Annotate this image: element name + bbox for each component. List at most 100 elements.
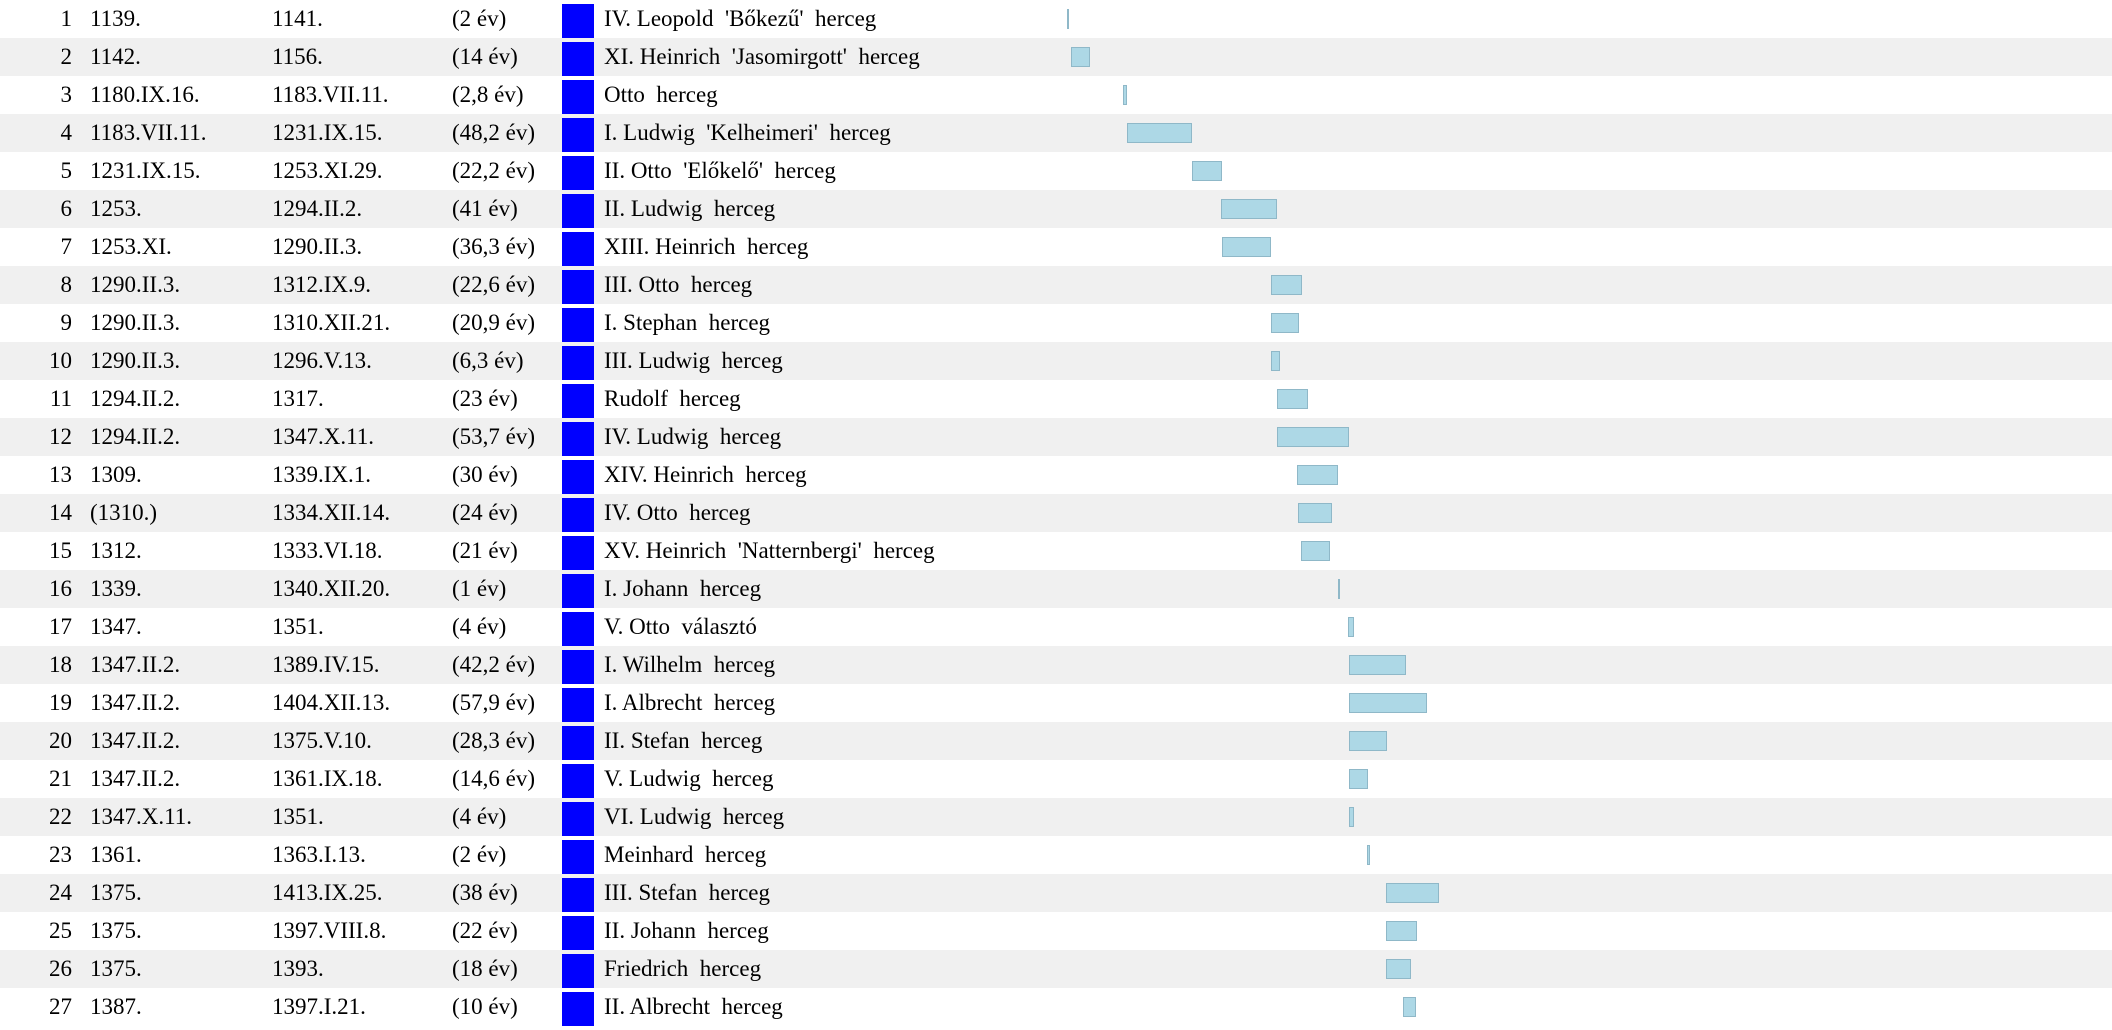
reign-duration: (28,3 év): [452, 728, 536, 753]
reign-bar: [1066, 9, 1070, 29]
reign-end: 1183.VII.11.: [272, 82, 389, 107]
row-number: 10: [49, 348, 72, 373]
row-number: 12: [49, 424, 72, 449]
ruler-name: II. Ludwig herceg: [604, 196, 776, 221]
row-number: 15: [49, 538, 72, 563]
table-row: 23 1361. 1363.I.13. (2 év) Meinhard herceg: [0, 836, 2112, 874]
reign-end: 1397.I.21.: [272, 994, 366, 1019]
reign-bar: [1386, 883, 1439, 903]
reign-bar: [1348, 655, 1406, 675]
table-row: 20 1347.II.2. 1375.V.10. (28,3 év) II. Stefa…: [0, 722, 2112, 760]
reign-start: 1142.: [90, 44, 141, 69]
color-swatch: [562, 878, 594, 912]
reign-start: 1294.II.2.: [90, 424, 181, 449]
reign-bar: [1348, 617, 1354, 637]
row-number: 21: [49, 766, 72, 791]
color-swatch: [562, 384, 594, 418]
reign-duration: (41 év): [452, 196, 518, 221]
table-row: 25 1375. 1397.VIII.8. (22 év) II. Johann her…: [0, 912, 2112, 950]
reign-bar: [1402, 997, 1417, 1017]
reign-duration: (22,2 év): [452, 158, 536, 183]
color-swatch: [562, 156, 594, 190]
reign-end: 1375.V.10.: [272, 728, 372, 753]
reign-start: 1347.II.2.: [90, 690, 181, 715]
reign-end: 1393.: [272, 956, 324, 981]
reign-bar: [1126, 123, 1193, 143]
color-swatch: [562, 840, 594, 874]
reign-end: 1156.: [272, 44, 323, 69]
color-swatch: [562, 536, 594, 570]
table-row: 26 1375. 1393. (18 év) Friedrich herceg: [0, 950, 2112, 988]
ruler-name: I. Ludwig 'Kelheimeri' herceg: [604, 120, 891, 145]
reign-start: 1309.: [90, 462, 142, 487]
reign-duration: (30 év): [452, 462, 518, 487]
reign-end: 1363.I.13.: [272, 842, 366, 867]
reign-end: 1347.X.11.: [272, 424, 375, 449]
row-number: 24: [49, 880, 72, 905]
color-swatch: [562, 916, 594, 950]
reign-duration: (2 év): [452, 842, 507, 867]
reign-start: 1139.: [90, 6, 141, 31]
reign-start: 1375.: [90, 880, 142, 905]
table-row: 24 1375. 1413.IX.25. (38 év) III. Stefan her…: [0, 874, 2112, 912]
reign-start: 1339.: [90, 576, 142, 601]
color-swatch: [562, 498, 594, 532]
row-number: 17: [49, 614, 72, 639]
reign-bar: [1348, 731, 1387, 751]
reign-duration: (38 év): [452, 880, 518, 905]
reign-start: 1347.X.11.: [90, 804, 193, 829]
row-number: 18: [49, 652, 72, 677]
table-row: 14 (1310.) 1334.XII.14. (24 év) IV. Otto her…: [0, 494, 2112, 532]
table-row: 2 1142. 1156. (14 év) XI. Heinrich 'Jasomirg…: [0, 38, 2112, 76]
ruler-name: III. Ludwig herceg: [604, 348, 783, 373]
ruler-name: III. Stefan herceg: [604, 880, 771, 905]
ruler-name: IV. Leopold 'Bőkezű' herceg: [604, 6, 877, 31]
reign-bar: [1348, 693, 1427, 713]
reign-duration: (10 év): [452, 994, 518, 1019]
reign-duration: (36,3 év): [452, 234, 536, 259]
reign-bar: [1386, 959, 1411, 979]
row-number: 14: [49, 500, 72, 525]
reign-bar: [1300, 541, 1330, 561]
ruler-name: I. Johann herceg: [604, 576, 762, 601]
row-number: 13: [49, 462, 72, 487]
reign-start: 1183.VII.11.: [90, 120, 207, 145]
table-row: 11 1294.II.2. 1317. (23 év) Rudolf herceg: [0, 380, 2112, 418]
reign-bar: [1348, 769, 1369, 789]
reign-end: 1141.: [272, 6, 323, 31]
reign-end: 1334.XII.14.: [272, 500, 391, 525]
reign-start: 1290.II.3.: [90, 272, 181, 297]
reign-duration: (48,2 év): [452, 120, 536, 145]
reign-bar: [1192, 161, 1223, 181]
reign-end: 1339.IX.1.: [272, 462, 372, 487]
reign-end: 1389.IV.15.: [272, 652, 380, 677]
color-swatch: [562, 612, 594, 646]
ruler-name: III. Otto herceg: [604, 272, 753, 297]
row-number: 20: [49, 728, 72, 753]
row-number: 1: [60, 6, 73, 31]
reign-end: 1296.V.13.: [272, 348, 372, 373]
ruler-name: I. Stephan herceg: [604, 310, 771, 335]
reign-duration: (21 év): [452, 538, 518, 563]
ruler-name: Rudolf herceg: [604, 386, 741, 411]
reign-end: 1253.XI.29.: [272, 158, 383, 183]
ruler-name: XI. Heinrich 'Jasomirgott' herceg: [604, 44, 920, 69]
color-swatch: [562, 764, 594, 798]
color-swatch: [562, 954, 594, 988]
row-number: 3: [60, 82, 73, 107]
color-swatch: [562, 460, 594, 494]
table-row: 21 1347.II.2. 1361.IX.18. (14,6 év) V. Ludwi…: [0, 760, 2112, 798]
reign-start: 1290.II.3.: [90, 310, 181, 335]
color-swatch: [562, 42, 594, 76]
row-number: 23: [49, 842, 72, 867]
table-row: 9 1290.II.3. 1310.XII.21. (20,9 év) I. Steph…: [0, 304, 2112, 342]
row-number: 4: [60, 120, 73, 145]
reign-end: 1340.XII.20.: [272, 576, 391, 601]
reign-start: 1231.IX.15.: [90, 158, 201, 183]
reign-bar: [1271, 313, 1300, 333]
reign-start: (1310.): [90, 500, 158, 525]
reign-start: 1375.: [90, 918, 142, 943]
ruler-name: I. Wilhelm herceg: [604, 652, 776, 677]
reign-end: 1312.IX.9.: [272, 272, 372, 297]
